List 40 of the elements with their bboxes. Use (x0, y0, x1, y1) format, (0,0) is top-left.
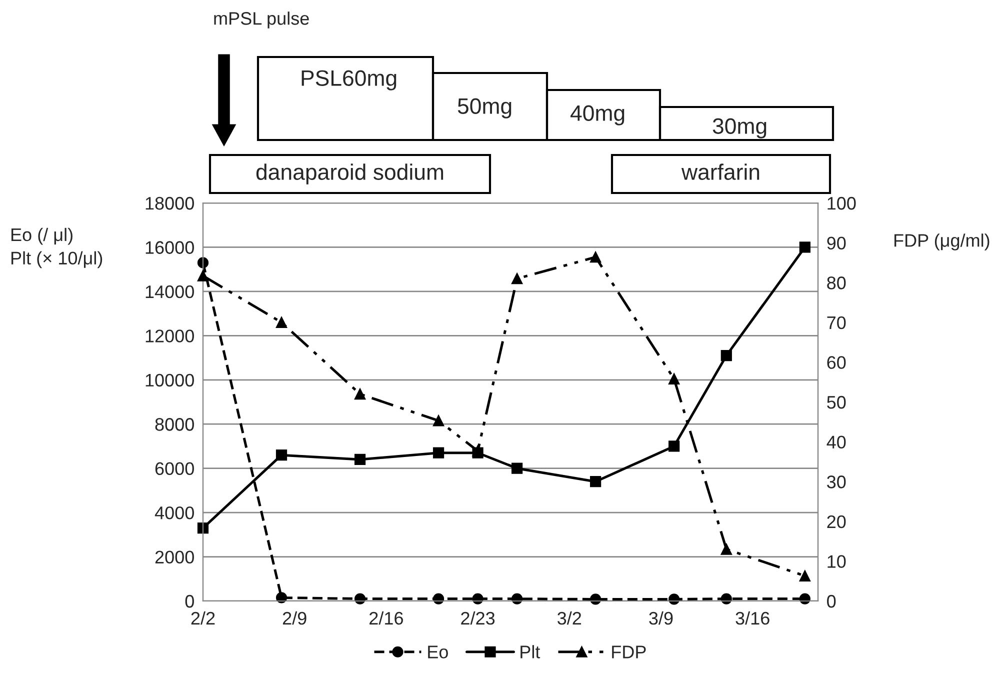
x-tick-label: 2/16 (370, 611, 403, 625)
y2-tick-label: 0 (827, 594, 836, 608)
legend-label: Plt (520, 645, 540, 658)
legend-label: FDP (612, 646, 646, 658)
x-tick-label: 3/16 (736, 611, 770, 625)
y2-tick-label: 20 (827, 515, 846, 528)
legend-label: Eo (428, 646, 448, 658)
y-tick-label: 18000 (146, 196, 194, 210)
y2-tick-label: 80 (827, 276, 846, 290)
y2-tick-label: 30 (827, 476, 846, 488)
text: 40mg (570, 105, 624, 126)
text: mPSL pulse (214, 12, 309, 28)
y2-tick-label: 60 (827, 356, 846, 369)
x-tick-label: 3/2 (558, 611, 582, 625)
y-tick-label: 12000 (146, 330, 194, 342)
y-tick-label: 2000 (155, 550, 194, 564)
y-tick-label: 6000 (155, 462, 194, 476)
y-axis-title: Eo (/ μl) Plt (× 10/μl) (11, 228, 102, 268)
x-tick-label: 3/9 (649, 611, 673, 625)
text: danaparoid sodium (256, 164, 444, 184)
y-tick-label: 16000 (146, 241, 194, 254)
x-tick-label: 2/23 (461, 611, 495, 625)
y-tick-label: 4000 (154, 506, 194, 520)
y-tick-label: 10000 (146, 374, 194, 387)
y2-tick-label: 50 (827, 396, 846, 409)
text: 30mg (712, 118, 766, 138)
y2-axis-title: FDP (μg/ml) (894, 234, 990, 250)
y2-tick-label: 40 (826, 436, 846, 449)
x-tick-label: 2/9 (282, 611, 306, 625)
y2-tick-label: 100 (828, 196, 856, 210)
y2-tick-label: 70 (827, 316, 846, 330)
y-tick-label: 0 (185, 594, 194, 608)
y2-tick-label: 10 (828, 555, 846, 568)
text: warfarin (681, 164, 760, 180)
x-tick-label: 2/2 (191, 611, 215, 625)
text: PSL60mg (302, 70, 396, 90)
y-tick-label: 8000 (155, 418, 194, 431)
y-tick-label: 14000 (146, 285, 194, 298)
text: 50mg (458, 98, 512, 118)
y2-tick-label: 90 (827, 236, 846, 250)
